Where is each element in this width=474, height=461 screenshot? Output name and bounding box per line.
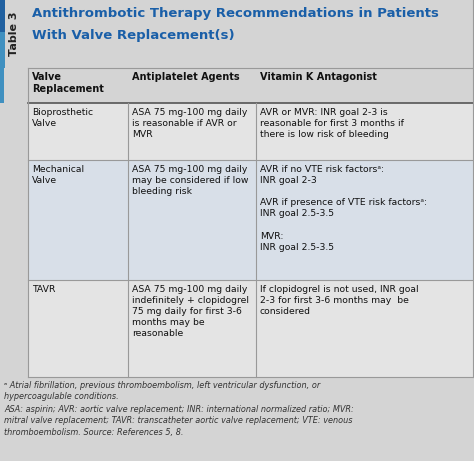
Bar [0,0,4,68]
Bar [0,0,5,68]
Text: ᵃ Atrial fibrillation, previous thromboembolism, left ventricular dysfunction, o: ᵃ Atrial fibrillation, previous thromboe… [4,381,320,402]
Text: ASA 75 mg-100 mg daily
is reasonable if AVR or
MVR: ASA 75 mg-100 mg daily is reasonable if … [132,108,247,139]
Bar [0,377,474,461]
Bar [0,0,28,68]
Text: Antithrombotic Therapy Recommendations in Patients: Antithrombotic Therapy Recommendations i… [32,7,439,20]
Text: ASA 75 mg-100 mg daily
indefinitely + clopidogrel
75 mg daily for first 3-6
mont: ASA 75 mg-100 mg daily indefinitely + cl… [132,285,249,338]
Bar [0,68,4,103]
Text: AVR or MVR: INR goal 2-3 is
reasonable for first 3 months if
there is low risk o: AVR or MVR: INR goal 2-3 is reasonable f… [260,108,404,139]
Text: Table 3: Table 3 [9,12,19,56]
Text: Valve
Replacement: Valve Replacement [32,72,104,94]
Text: Antiplatelet Agents: Antiplatelet Agents [132,72,240,82]
Text: Bioprosthetic
Valve: Bioprosthetic Valve [32,108,93,128]
Text: AVR if no VTE risk factorsᵃ:
INR goal 2-3

AVR if presence of VTE risk factorsᵃ:: AVR if no VTE risk factorsᵃ: INR goal 2-… [260,165,427,252]
Bar [28,160,474,280]
Bar [0,0,28,461]
Bar [28,280,474,377]
Text: If clopidogrel is not used, INR goal
2-3 for first 3-6 months may  be
considered: If clopidogrel is not used, INR goal 2-3… [260,285,419,316]
Bar [28,103,474,160]
Text: With Valve Replacement(s): With Valve Replacement(s) [32,29,235,42]
Bar [0,32,5,68]
Text: ASA: aspirin; AVR: aortic valve replacement; INR: international normalized ratio: ASA: aspirin; AVR: aortic valve replacem… [4,405,354,437]
Text: Vitamin K Antagonist: Vitamin K Antagonist [260,72,377,82]
Bar [28,68,474,103]
Text: TAVR: TAVR [32,285,55,294]
Bar [0,0,474,68]
Text: ASA 75 mg-100 mg daily
may be considered if low
bleeding risk: ASA 75 mg-100 mg daily may be considered… [132,165,248,196]
Text: Mechanical
Valve: Mechanical Valve [32,165,84,185]
